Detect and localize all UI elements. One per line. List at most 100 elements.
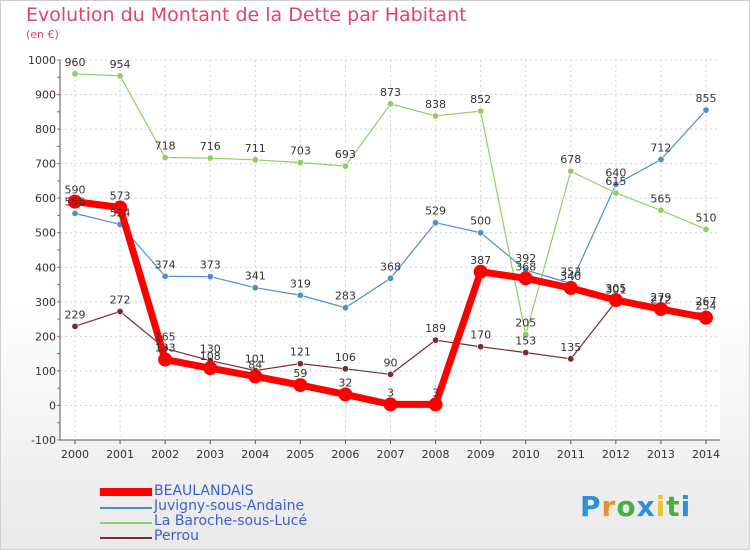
data-label: 510 (696, 211, 717, 224)
data-label: 205 (515, 317, 536, 330)
data-label: 373 (200, 259, 221, 272)
data-point (522, 331, 530, 339)
data-point (702, 106, 710, 114)
data-label: 500 (470, 215, 491, 228)
logo-letter: P (580, 490, 602, 523)
y-tick-label: 800 (35, 123, 56, 136)
data-point (473, 264, 488, 279)
data-label: 711 (245, 142, 266, 155)
data-point (608, 293, 623, 308)
series-2 (71, 70, 710, 339)
data-point (71, 209, 79, 217)
data-label: 165 (155, 330, 176, 343)
data-label: 32 (338, 376, 352, 389)
y-tick-label: 200 (35, 330, 56, 343)
data-point (477, 343, 485, 351)
data-label: 90 (384, 356, 398, 369)
data-point (116, 72, 124, 80)
data-label: 954 (110, 58, 131, 71)
data-point (653, 302, 668, 317)
data-label: 374 (155, 258, 176, 271)
y-tick-label: 300 (35, 296, 56, 309)
data-point (296, 360, 304, 368)
data-point (296, 159, 304, 167)
data-point (71, 70, 79, 78)
y-tick-label: -100 (31, 434, 56, 447)
data-label: 3 (432, 386, 439, 399)
data-label: 615 (605, 175, 626, 188)
data-point (113, 200, 128, 215)
data-label: 529 (425, 205, 446, 218)
legend-item-la-baroche: La Baroche-sous-Lucé (100, 513, 380, 531)
x-tick-label: 2006 (331, 448, 359, 461)
data-point (657, 206, 665, 214)
data-point (158, 352, 173, 367)
data-label: 852 (470, 93, 491, 106)
data-label: 703 (290, 145, 311, 158)
data-label: 101 (245, 353, 266, 366)
x-tick-label: 2014 (692, 448, 720, 461)
data-label: 340 (560, 270, 581, 283)
data-label: 189 (425, 322, 446, 335)
data-point (161, 272, 169, 280)
x-tick-label: 2011 (557, 448, 585, 461)
data-label: 254 (696, 300, 717, 313)
legend-label: La Baroche-sous-Lucé (154, 513, 308, 529)
data-label: 712 (650, 141, 671, 154)
data-label: 341 (245, 270, 266, 283)
data-point (477, 107, 485, 115)
data-point (71, 322, 79, 330)
legend-item-beaulandais: BEAULANDAIS (100, 483, 380, 501)
x-tick-label: 2013 (647, 448, 675, 461)
data-point (522, 349, 530, 357)
x-tick-label: 2009 (467, 448, 495, 461)
data-point (341, 365, 349, 373)
data-label: 229 (65, 308, 86, 321)
data-label: 960 (65, 56, 86, 69)
data-point (248, 369, 263, 384)
data-point (68, 194, 82, 209)
data-label: 133 (155, 342, 176, 355)
data-point (612, 180, 620, 188)
data-point (702, 225, 710, 233)
data-label: 855 (696, 92, 717, 105)
data-point (612, 189, 620, 197)
data-point (386, 370, 394, 378)
data-point (206, 273, 214, 281)
data-label: 283 (335, 290, 356, 303)
data-point (296, 291, 304, 299)
series-1 (71, 106, 710, 312)
data-point (518, 271, 533, 286)
data-label: 873 (380, 86, 401, 99)
data-point (293, 378, 308, 393)
legend-swatch-la-baroche (100, 522, 152, 524)
data-point (563, 281, 578, 295)
data-point (206, 154, 214, 162)
data-point (386, 100, 394, 108)
data-point (567, 355, 575, 363)
data-label: 121 (290, 346, 311, 359)
data-label: 153 (515, 335, 536, 348)
data-label: 718 (155, 139, 176, 152)
legend-item-perrou: Perrou (100, 528, 380, 546)
data-label: 590 (65, 184, 86, 197)
x-tick-label: 2007 (377, 448, 405, 461)
data-label: 368 (515, 260, 536, 273)
data-point (341, 162, 349, 170)
data-label: 272 (650, 293, 671, 306)
x-tick-label: 2000 (61, 448, 89, 461)
data-point (338, 387, 353, 402)
data-label: 108 (200, 350, 221, 363)
data-point (699, 310, 713, 325)
logo-letter: i (680, 490, 692, 523)
data-label: 565 (650, 192, 671, 205)
x-tick-label: 2005 (286, 448, 314, 461)
x-tick-label: 2012 (602, 448, 630, 461)
data-label: 135 (560, 341, 581, 354)
data-point (251, 284, 259, 292)
data-point (161, 153, 169, 161)
legend-item-juvigny: Juvigny-sous-Andaine (100, 498, 380, 516)
data-label: 59 (293, 367, 307, 380)
data-label: 678 (560, 153, 581, 166)
x-tick-label: 2004 (241, 448, 269, 461)
